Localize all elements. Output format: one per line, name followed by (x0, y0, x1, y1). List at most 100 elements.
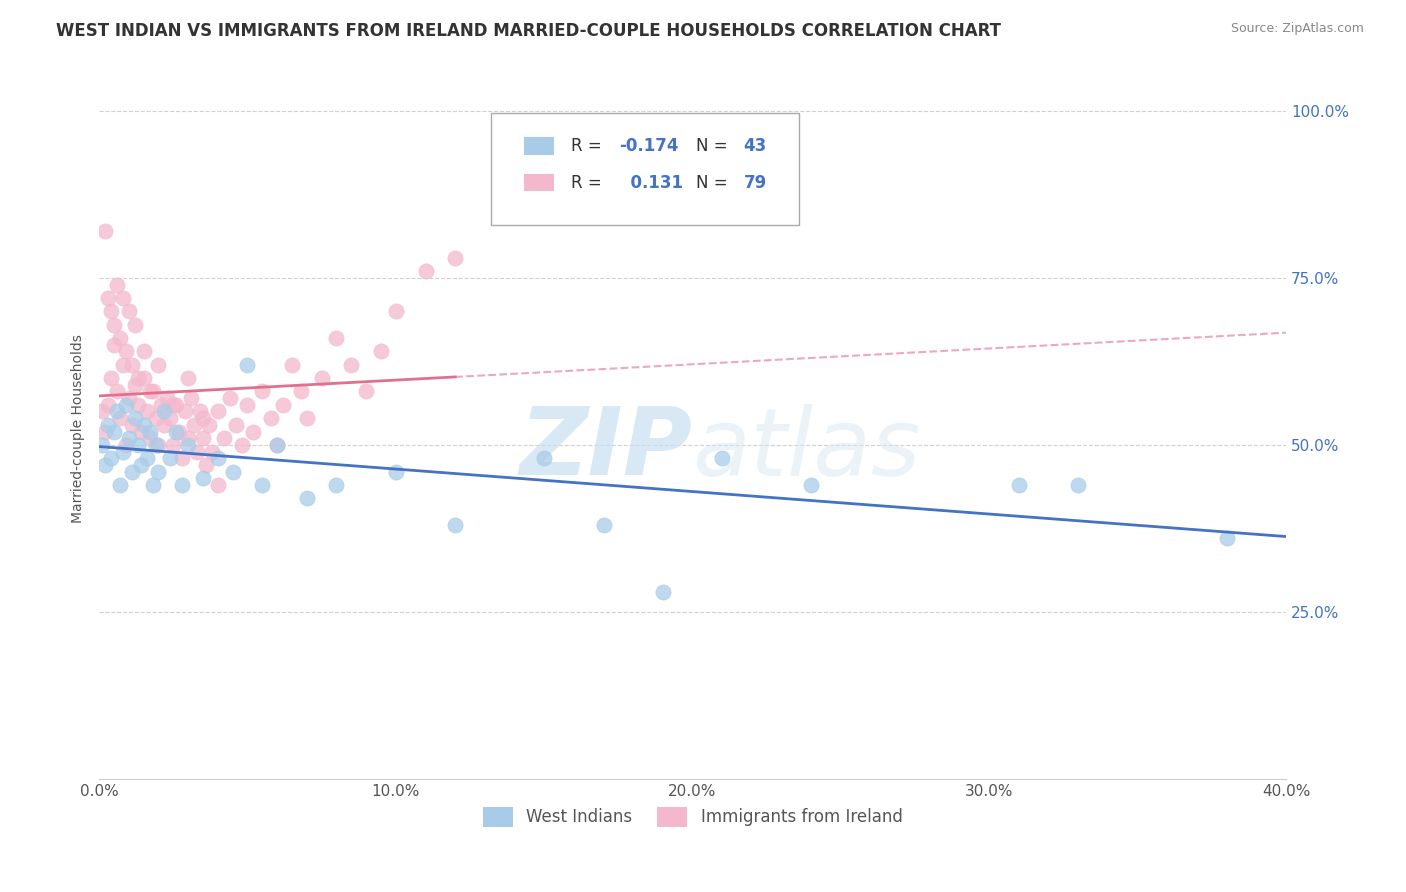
Point (1215, 532, 1237, 546)
Point (121, 465, 143, 479)
Point (800, 478, 823, 492)
Point (177, 438, 200, 452)
Point (1067, 478, 1090, 492)
Point (150, 398, 173, 412)
Point (325, 331, 347, 345)
FancyBboxPatch shape (524, 174, 554, 192)
Point (385, 304, 408, 318)
Text: 79: 79 (744, 174, 766, 192)
Point (94, 458, 117, 472)
Point (162, 438, 184, 452)
Point (100, 451, 122, 466)
Point (252, 478, 274, 492)
Point (108, 331, 131, 345)
Text: atlas: atlas (693, 404, 921, 495)
Point (177, 371, 200, 385)
Point (141, 384, 163, 399)
Point (127, 438, 149, 452)
Point (290, 384, 312, 399)
Point (370, 344, 392, 359)
Point (103, 337, 125, 351)
Point (592, 518, 614, 533)
Point (129, 425, 152, 439)
Point (127, 398, 149, 412)
Point (159, 411, 181, 425)
Point (94, 224, 117, 238)
Text: 43: 43 (744, 137, 766, 155)
Point (242, 425, 264, 439)
Point (97, 398, 120, 412)
Point (108, 411, 131, 425)
Point (100, 304, 122, 318)
Point (135, 404, 157, 418)
Point (311, 371, 333, 385)
Point (236, 358, 259, 372)
Point (124, 411, 146, 425)
Text: ZIP: ZIP (520, 403, 693, 495)
Point (207, 404, 229, 418)
Point (148, 465, 170, 479)
Point (1008, 478, 1031, 492)
Point (415, 264, 437, 278)
Point (114, 344, 136, 359)
Point (165, 425, 187, 439)
Point (177, 431, 200, 445)
Point (105, 404, 128, 418)
Point (108, 478, 131, 492)
Point (127, 371, 149, 385)
Point (385, 465, 408, 479)
Point (103, 425, 125, 439)
Point (111, 291, 134, 305)
Text: 0.131: 0.131 (619, 174, 683, 192)
Point (94, 425, 117, 439)
Point (295, 411, 318, 425)
Text: Source: ZipAtlas.com: Source: ZipAtlas.com (1230, 22, 1364, 36)
Point (141, 478, 163, 492)
Text: WEST INDIAN VS IMMIGRANTS FROM IRELAND MARRIED-COUPLE HOUSEHOLDS CORRELATION CHA: WEST INDIAN VS IMMIGRANTS FROM IRELAND M… (56, 22, 1001, 40)
Point (236, 398, 259, 412)
Point (295, 491, 318, 506)
Point (124, 377, 146, 392)
Point (148, 438, 170, 452)
Legend: West Indians, Immigrants from Ireland: West Indians, Immigrants from Ireland (477, 800, 910, 834)
Point (165, 398, 187, 412)
Point (183, 417, 205, 432)
Point (148, 358, 170, 372)
Point (325, 478, 347, 492)
Point (444, 518, 467, 533)
Point (121, 417, 143, 432)
Point (260, 411, 283, 425)
Text: N =: N = (696, 137, 733, 155)
Point (132, 344, 155, 359)
Point (194, 458, 217, 472)
Text: R =: R = (571, 137, 607, 155)
Point (105, 277, 128, 292)
Point (221, 465, 243, 479)
FancyBboxPatch shape (491, 112, 800, 225)
Point (207, 451, 229, 466)
FancyBboxPatch shape (524, 137, 554, 155)
Point (118, 304, 141, 318)
Point (138, 384, 160, 399)
Point (266, 438, 288, 452)
Point (145, 411, 167, 425)
Point (174, 404, 197, 418)
Point (132, 371, 155, 385)
Point (340, 358, 363, 372)
Point (188, 404, 211, 418)
Point (167, 425, 190, 439)
Point (201, 444, 224, 458)
Point (132, 417, 155, 432)
Point (218, 391, 240, 405)
Point (281, 358, 304, 372)
Point (138, 431, 160, 445)
Point (145, 438, 167, 452)
Point (191, 411, 214, 425)
Point (444, 251, 467, 265)
Point (172, 451, 194, 466)
Y-axis label: Married-couple Households: Married-couple Households (72, 334, 86, 523)
Point (111, 444, 134, 458)
Text: -0.174: -0.174 (619, 137, 679, 155)
Point (114, 438, 136, 452)
Point (91, 404, 114, 418)
